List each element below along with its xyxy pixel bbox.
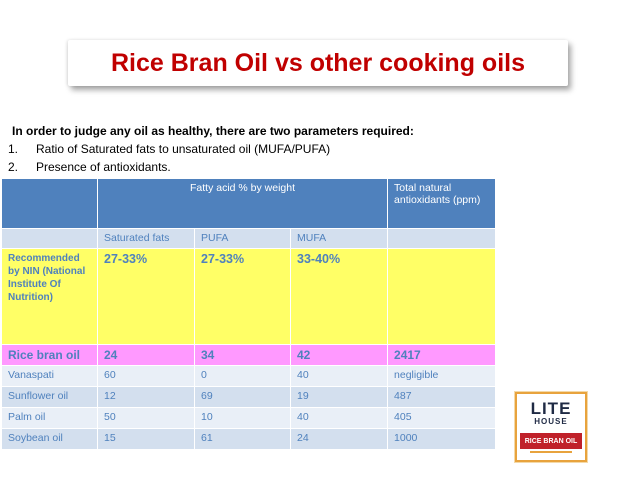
oil-name: Soybean oil <box>1 428 98 450</box>
pufa-value: 0 <box>194 365 291 387</box>
intro-item: 2. Presence of antioxidants. <box>8 158 414 176</box>
antioxidant-value: 1000 <box>387 428 497 450</box>
oil-name: Rice bran oil <box>1 344 98 366</box>
logo-line-3: RICE BRAN OIL <box>524 437 578 445</box>
table-header-row: Fatty acid % by weight Total natural ant… <box>1 178 497 229</box>
mufa-value: 40 <box>289 365 389 387</box>
saturated-value: 50 <box>97 407 195 429</box>
logo-banner: RICE BRAN OIL <box>520 433 582 449</box>
mufa-value: 40 <box>289 407 389 429</box>
mufa-value: 24 <box>289 428 389 450</box>
subheader-empty-cell <box>1 228 98 249</box>
table-subheader-row: Saturated fats PUFA MUFA <box>1 228 497 249</box>
lite-house-logo: LITE HOUSE RICE BRAN OIL <box>515 392 587 462</box>
pufa-value: 10 <box>194 407 291 429</box>
table-row: Vanaspati 60 0 40 negligible <box>1 365 497 387</box>
antioxidant-value: 405 <box>387 407 497 429</box>
subheader-empty-cell <box>387 228 497 249</box>
logo-line-1: LITE <box>530 399 572 418</box>
mufa-value: 42 <box>289 344 389 366</box>
table-row: Palm oil 50 10 40 405 <box>1 407 497 429</box>
intro-lead: In order to judge any oil as healthy, th… <box>12 124 414 138</box>
pufa-value: 34 <box>194 344 291 366</box>
oil-name: Sunflower oil <box>1 386 98 408</box>
recommended-antioxidants <box>387 248 497 345</box>
recommended-mufa: 33-40% <box>289 248 389 345</box>
intro-item-text: Presence of antioxidants. <box>36 160 171 174</box>
recommended-pufa: 27-33% <box>194 248 291 345</box>
antioxidant-header: Total natural antioxidants (ppm) <box>387 178 497 229</box>
recommended-saturated: 27-33% <box>97 248 195 345</box>
oil-name: Vanaspati <box>1 365 98 387</box>
logo-line-2: HOUSE <box>534 417 568 426</box>
header-corner-cell <box>1 178 98 229</box>
pufa-value: 69 <box>194 386 291 408</box>
saturated-value: 60 <box>97 365 195 387</box>
saturated-value: 15 <box>97 428 195 450</box>
table-row: Rice bran oil 24 34 42 2417 <box>1 344 497 366</box>
intro: In order to judge any oil as healthy, th… <box>8 122 414 176</box>
title-box: Rice Bran Oil vs other cooking oils <box>68 40 568 86</box>
subheader-saturated: Saturated fats <box>97 228 195 249</box>
antioxidant-value: 487 <box>387 386 497 408</box>
intro-item-number: 2. <box>8 160 19 174</box>
logo-underline <box>530 451 572 453</box>
antioxidant-value: 2417 <box>387 344 497 366</box>
recommended-row: Recommended by NIN (National Institute O… <box>1 248 497 345</box>
intro-item-text: Ratio of Saturated fats to unsaturated o… <box>36 142 331 156</box>
pufa-value: 61 <box>194 428 291 450</box>
oil-comparison-table: Fatty acid % by weight Total natural ant… <box>1 178 497 450</box>
page-title: Rice Bran Oil vs other cooking oils <box>111 48 525 77</box>
intro-item-number: 1. <box>8 142 19 156</box>
antioxidant-value: negligible <box>387 365 497 387</box>
table-row: Soybean oil 15 61 24 1000 <box>1 428 497 450</box>
saturated-value: 12 <box>97 386 195 408</box>
table-row: Sunflower oil 12 69 19 487 <box>1 386 497 408</box>
subheader-mufa: MUFA <box>289 228 389 249</box>
recommended-label: Recommended by NIN (National Institute O… <box>1 248 98 345</box>
mufa-value: 19 <box>289 386 389 408</box>
fatty-acid-header: Fatty acid % by weight <box>96 178 389 229</box>
saturated-value: 24 <box>97 344 195 366</box>
subheader-pufa: PUFA <box>194 228 291 249</box>
intro-item: 1. Ratio of Saturated fats to unsaturate… <box>8 140 414 158</box>
oil-name: Palm oil <box>1 407 98 429</box>
